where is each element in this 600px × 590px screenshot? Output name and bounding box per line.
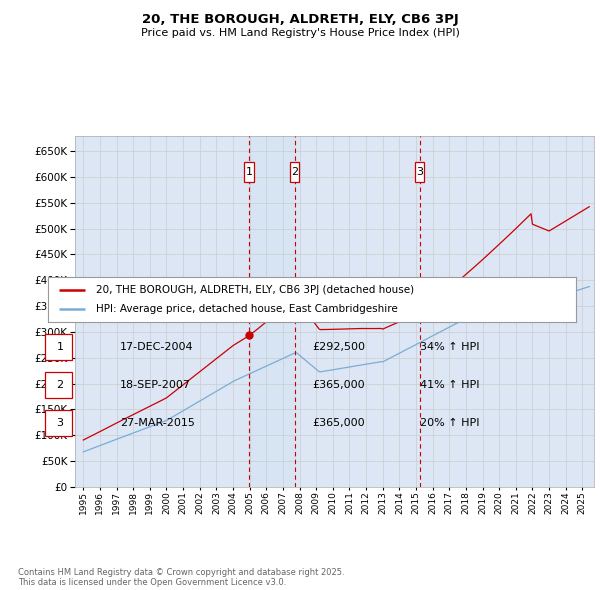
Text: Contains HM Land Registry data © Crown copyright and database right 2025.
This d: Contains HM Land Registry data © Crown c… bbox=[18, 568, 344, 587]
FancyBboxPatch shape bbox=[244, 162, 254, 182]
Text: 20, THE BOROUGH, ALDRETH, ELY, CB6 3PJ (detached house): 20, THE BOROUGH, ALDRETH, ELY, CB6 3PJ (… bbox=[95, 285, 413, 294]
Text: 41% ↑ HPI: 41% ↑ HPI bbox=[420, 380, 479, 390]
Text: HPI: Average price, detached house, East Cambridgeshire: HPI: Average price, detached house, East… bbox=[95, 304, 397, 314]
Text: 3: 3 bbox=[416, 167, 424, 177]
Text: 20% ↑ HPI: 20% ↑ HPI bbox=[420, 418, 479, 428]
Text: 18-SEP-2007: 18-SEP-2007 bbox=[120, 380, 191, 390]
Bar bbox=[249, 136, 295, 487]
Text: 1: 1 bbox=[245, 167, 253, 177]
Text: 34% ↑ HPI: 34% ↑ HPI bbox=[420, 342, 479, 352]
FancyBboxPatch shape bbox=[290, 162, 299, 182]
Text: Price paid vs. HM Land Registry's House Price Index (HPI): Price paid vs. HM Land Registry's House … bbox=[140, 28, 460, 38]
Text: £292,500: £292,500 bbox=[312, 342, 365, 352]
Text: 1: 1 bbox=[56, 342, 64, 352]
Text: £365,000: £365,000 bbox=[312, 380, 365, 390]
Text: 17-DEC-2004: 17-DEC-2004 bbox=[120, 342, 194, 352]
Text: 20, THE BOROUGH, ALDRETH, ELY, CB6 3PJ: 20, THE BOROUGH, ALDRETH, ELY, CB6 3PJ bbox=[142, 13, 458, 26]
Text: 3: 3 bbox=[56, 418, 64, 428]
Text: 2: 2 bbox=[291, 167, 298, 177]
Text: 27-MAR-2015: 27-MAR-2015 bbox=[120, 418, 195, 428]
FancyBboxPatch shape bbox=[415, 162, 424, 182]
Text: £365,000: £365,000 bbox=[312, 418, 365, 428]
Text: 2: 2 bbox=[56, 380, 64, 390]
